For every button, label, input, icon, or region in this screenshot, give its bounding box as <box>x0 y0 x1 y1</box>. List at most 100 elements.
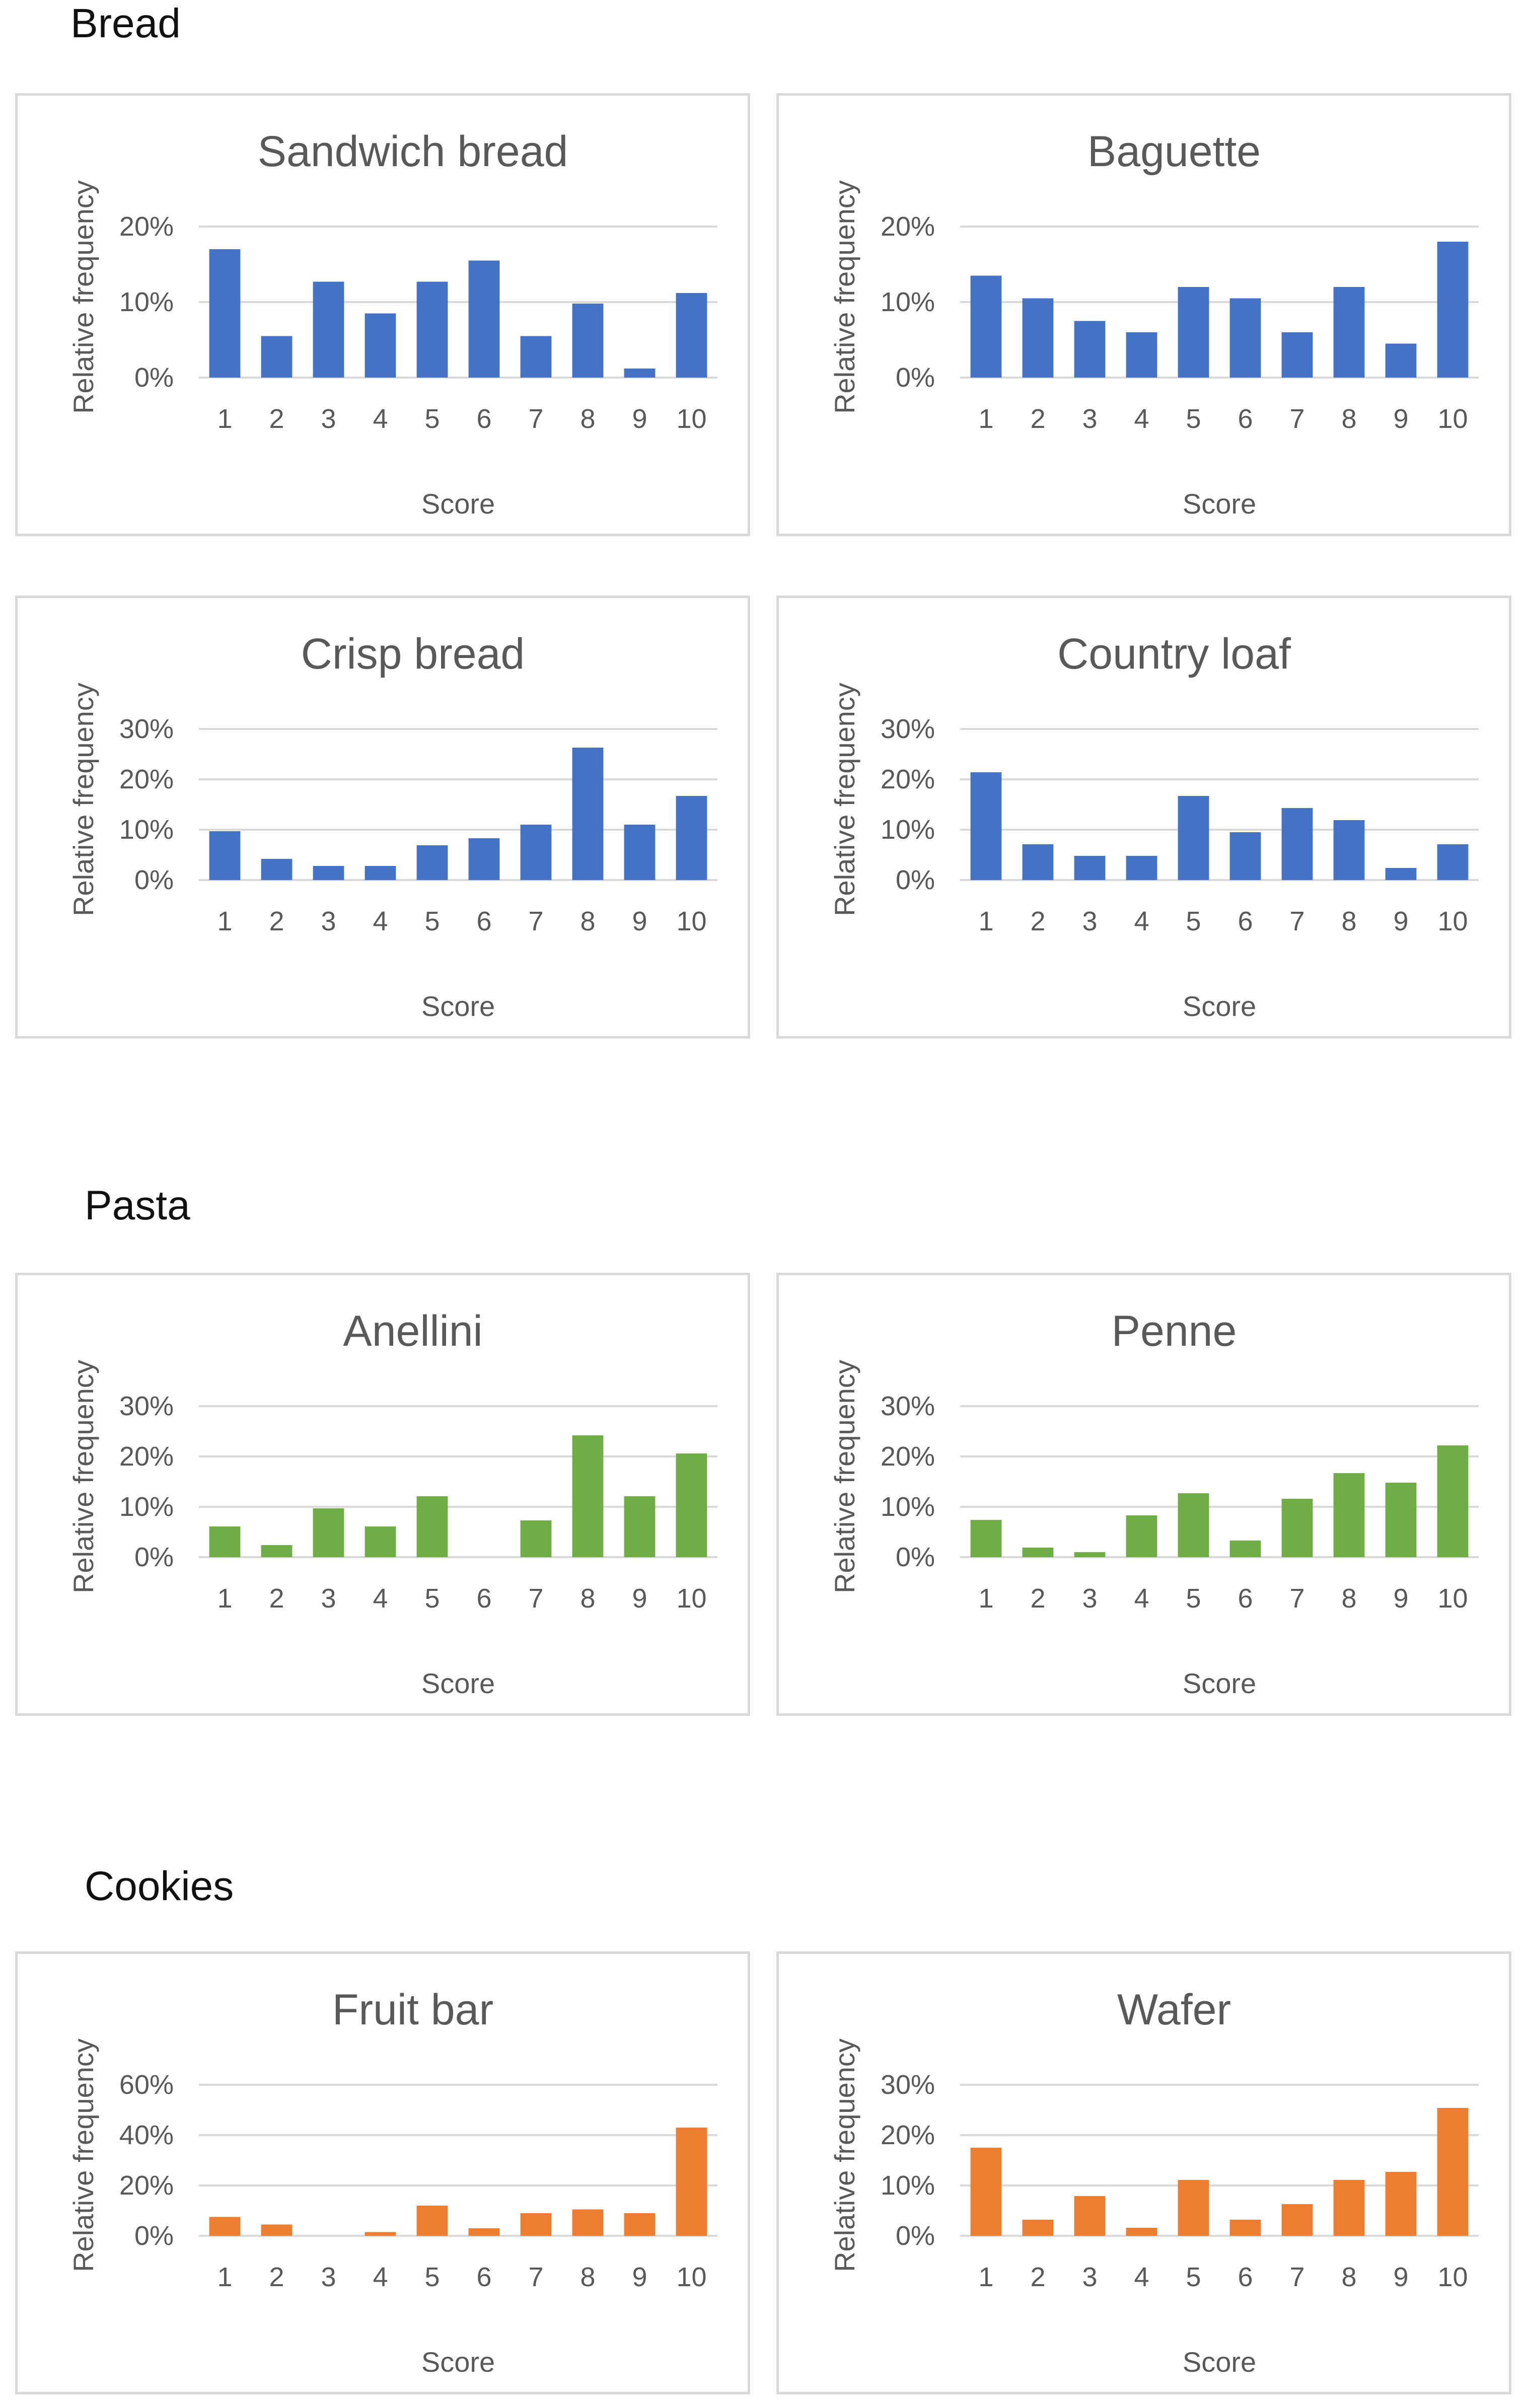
x-tick-label: 2 <box>1030 906 1045 936</box>
x-tick-label: 8 <box>580 906 595 936</box>
section-title-bread: Bread <box>70 1 181 46</box>
x-tick-label: 3 <box>1082 906 1097 936</box>
x-tick-label: 4 <box>1134 906 1149 936</box>
chart-title: Penne <box>1112 1307 1237 1355</box>
y-axis-label: Relative frequency <box>67 180 99 414</box>
x-tick-label: 9 <box>1393 1583 1408 1614</box>
x-tick-label: 3 <box>321 906 336 936</box>
y-tick-label: 10% <box>881 2170 935 2201</box>
x-axis-label: Score <box>1183 990 1256 1022</box>
y-tick-label: 0% <box>134 865 174 895</box>
x-tick-label: 2 <box>269 2262 284 2292</box>
bar-chart: Wafer 0% 10% 20% 30% 1 2 3 4 5 6 7 8 9 10 Score Relative… <box>829 1986 1479 2378</box>
bar <box>209 831 241 880</box>
bar <box>365 313 396 378</box>
x-tick-label: 7 <box>1289 2262 1304 2292</box>
x-tick-label: 6 <box>1238 1583 1253 1614</box>
y-tick-label: 10% <box>119 1492 174 1522</box>
x-tick-label: 9 <box>632 404 647 434</box>
y-axis-label: Relative frequency <box>829 180 860 414</box>
bar-chart: Penne 0% 10% 20% 30% 1 2 3 4 5 6 7 8 9 10 Score Relative… <box>829 1307 1479 1699</box>
x-tick-label: 6 <box>476 2262 491 2292</box>
bar <box>1126 332 1157 378</box>
x-tick-label: 6 <box>476 404 491 434</box>
y-tick-label: 30% <box>119 714 174 744</box>
bar <box>261 336 293 378</box>
x-tick-label: 10 <box>1437 1583 1468 1614</box>
y-tick-label: 0% <box>134 1542 174 1572</box>
x-tick-label: 1 <box>217 906 232 936</box>
x-tick-label: 4 <box>373 906 388 936</box>
x-tick-label: 1 <box>978 2262 993 2292</box>
y-tick-label: 10% <box>119 287 174 317</box>
y-tick-label: 10% <box>881 1492 935 1522</box>
x-tick-label: 4 <box>373 404 388 434</box>
x-axis-label: Score <box>1183 488 1256 520</box>
bar <box>1126 1515 1157 1557</box>
x-tick-label: 2 <box>269 1583 284 1614</box>
x-axis-label: Score <box>421 488 495 520</box>
x-tick-label: 8 <box>1341 2262 1356 2292</box>
y-tick-label: 30% <box>881 1391 935 1421</box>
bar <box>1126 2228 1157 2236</box>
x-tick-label: 1 <box>978 906 993 936</box>
chart-title: Wafer <box>1117 1986 1231 2034</box>
y-tick-label: 0% <box>896 865 935 895</box>
x-tick-label: 5 <box>1186 2262 1201 2292</box>
y-tick-label: 0% <box>896 2221 935 2251</box>
bar <box>676 1453 707 1557</box>
bar <box>313 281 344 378</box>
x-tick-label: 9 <box>632 1583 647 1614</box>
bar <box>624 2213 656 2236</box>
x-axis-label: Score <box>421 1667 495 1699</box>
x-tick-label: 9 <box>1393 2262 1408 2292</box>
bar <box>468 838 500 880</box>
bar-chart: Baguette 0% 10% 20% 1 2 3 4 5 6 7 8 9 10 Score Relative… <box>829 127 1479 520</box>
x-tick-label: 2 <box>269 906 284 936</box>
bar <box>1281 2204 1313 2236</box>
bar <box>365 1526 396 1557</box>
x-tick-label: 10 <box>676 2262 706 2292</box>
x-tick-label: 9 <box>632 906 647 936</box>
x-tick-label: 2 <box>1030 2262 1045 2292</box>
bar <box>572 748 604 880</box>
bar <box>261 859 293 880</box>
y-tick-label: 10% <box>881 815 935 845</box>
bar <box>1022 2220 1054 2236</box>
bar <box>1178 796 1209 880</box>
x-tick-label: 5 <box>424 906 440 936</box>
x-tick-label: 5 <box>1186 1583 1201 1614</box>
y-tick-label: 60% <box>119 2070 174 2100</box>
x-tick-label: 3 <box>321 404 336 434</box>
x-axis-label: Score <box>421 990 495 1022</box>
y-tick-label: 20% <box>881 1441 935 1472</box>
bar <box>468 2228 500 2236</box>
x-axis-label: Score <box>1183 1667 1256 1699</box>
y-tick-label: 20% <box>119 211 174 242</box>
bar <box>261 2224 293 2236</box>
y-tick-label: 0% <box>134 362 174 393</box>
section-title-cookies: Cookies <box>85 1863 234 1909</box>
bar <box>209 2217 241 2236</box>
x-tick-label: 6 <box>1238 906 1253 936</box>
y-tick-label: 10% <box>881 287 935 317</box>
bar <box>970 1520 1002 1557</box>
chart-panel-wafer: Wafer 0% 10% 20% 30% 1 2 3 4 5 6 7 8 9 10 Score Relative… <box>776 1951 1511 2394</box>
x-tick-label: 10 <box>676 906 706 936</box>
bar <box>416 1496 448 1557</box>
x-tick-label: 5 <box>424 1583 440 1614</box>
x-tick-label: 8 <box>1341 404 1356 434</box>
bar <box>1074 856 1106 880</box>
bar <box>520 1520 552 1557</box>
bar-chart: Country loaf 0% 10% 20% 30% 1 2 3 4 5 6 7 8 9 10 Score R… <box>829 630 1479 1022</box>
bar <box>1333 287 1365 378</box>
y-tick-label: 0% <box>134 2221 174 2251</box>
y-tick-label: 10% <box>119 815 174 845</box>
bar <box>676 2128 707 2236</box>
bar <box>1074 321 1106 378</box>
x-tick-label: 10 <box>1437 906 1468 936</box>
x-tick-label: 8 <box>580 2262 595 2292</box>
x-axis-label: Score <box>421 2346 495 2378</box>
x-tick-label: 5 <box>1186 404 1201 434</box>
x-tick-label: 2 <box>269 404 284 434</box>
